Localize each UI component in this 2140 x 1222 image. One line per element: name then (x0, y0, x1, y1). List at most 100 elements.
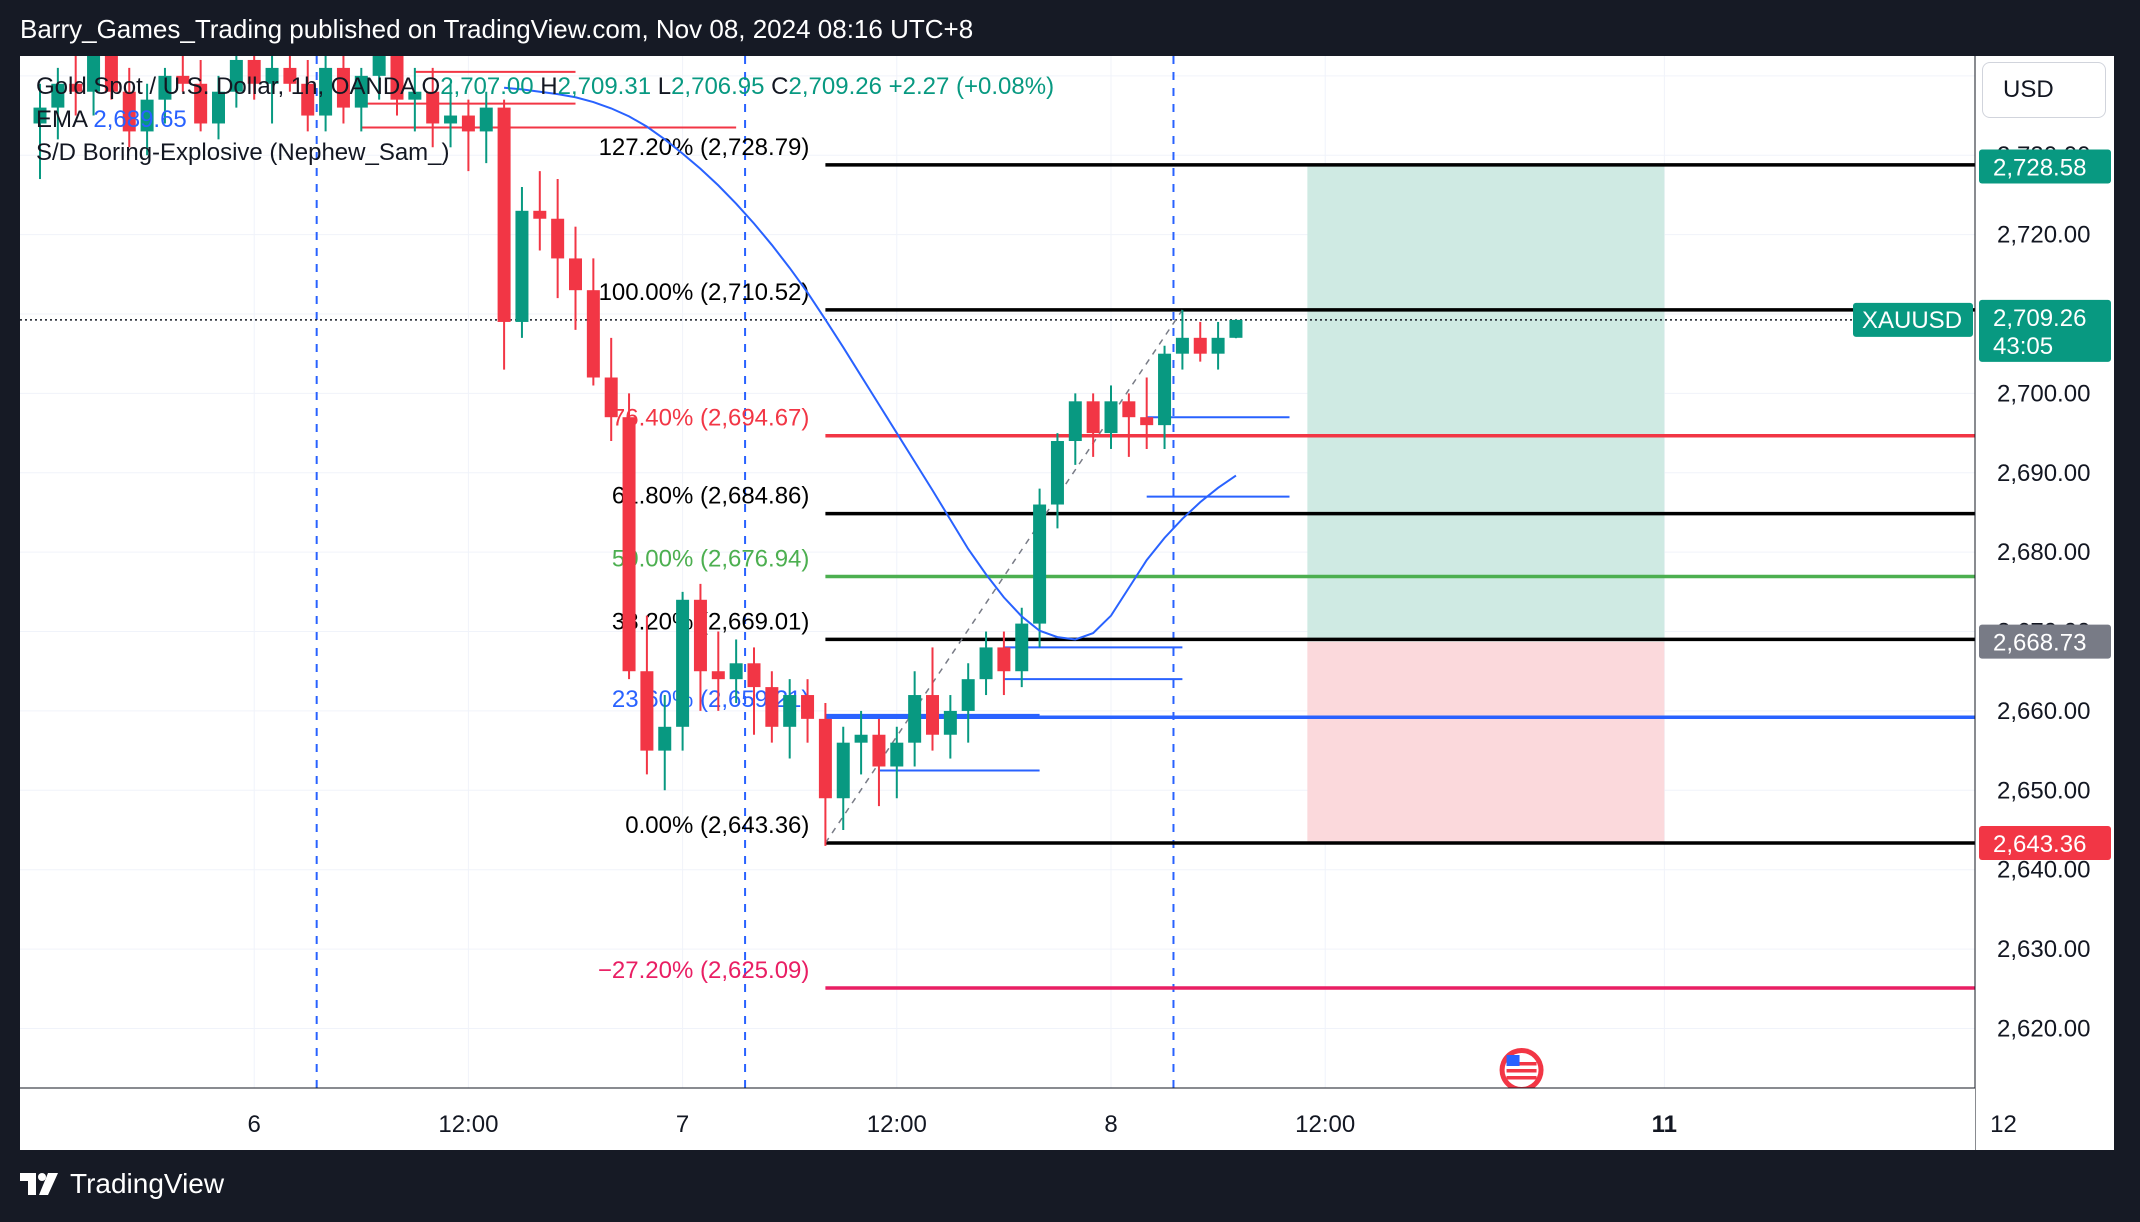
candle-body (836, 742, 850, 799)
time-tick-label: 12:00 (1295, 1111, 1355, 1138)
candle-body (818, 718, 832, 799)
candle-body (747, 663, 761, 688)
price-axis-bg (1975, 56, 2114, 1088)
legend-ema-value: 2,689.65 (93, 106, 187, 133)
candle-body (194, 83, 208, 124)
candle-body (979, 647, 993, 680)
candle-body (319, 67, 333, 116)
candle-body (408, 91, 422, 100)
candle-body (51, 83, 65, 108)
tradingview-logo[interactable]: TradingView (20, 1168, 224, 1200)
symbol-tag-bg (1853, 302, 1973, 337)
candle-body (87, 56, 101, 92)
us-flag-stripe (1506, 1069, 1537, 1073)
candle-body (569, 258, 582, 291)
chart-frame[interactable]: 127.20% (2,728.79) 100.00% (2,710.52) 76.4… (20, 56, 2114, 1150)
grid (20, 56, 2004, 1088)
tradingview-icon (20, 1173, 58, 1195)
time-tick-label: 12:00 (438, 1111, 498, 1138)
published-caption: Barry_Games_Trading published on Trading… (20, 14, 974, 44)
fib-level-label: 61.80% (2,684.86) (612, 483, 809, 510)
legend-symbol[interactable]: Gold Spot / U.S. Dollar, 1h, OANDA (36, 73, 415, 100)
loss-zone (1307, 641, 1665, 844)
us-flag-icon (1499, 1048, 1544, 1092)
legend-ohlc-row: Gold Spot / U.S. Dollar, 1h, OANDA O2,70… (36, 70, 1054, 103)
candle-body (961, 679, 975, 711)
us-flag-stripe (1506, 1062, 1537, 1066)
legend-ema-row[interactable]: EMA 2,689.65 (36, 103, 1054, 136)
candle-body (283, 67, 297, 84)
candle-body (604, 377, 618, 418)
candle-body (801, 695, 815, 719)
candle-body (1140, 417, 1154, 426)
currency-button[interactable]: USD (1982, 62, 2106, 118)
candle-body (693, 599, 707, 672)
candle-body (122, 91, 136, 132)
candle-body (943, 710, 957, 735)
price-chart[interactable]: 127.20% (2,728.79) 100.00% (2,710.52) 76.4… (20, 56, 2114, 1150)
candle-body (997, 647, 1011, 672)
legend-close-label: C (771, 73, 789, 100)
candle-body (872, 734, 886, 767)
candle-body (176, 75, 190, 84)
price-tick-label: 2,720.00 (1997, 222, 2090, 249)
price-axis: 2,620.00 2,630.00 2,640.00 2,650.00 2,660.00… (1853, 56, 2114, 1150)
candle-body (1086, 401, 1100, 434)
candle-body (926, 695, 939, 735)
price-label-value: 2,643.36 (1993, 831, 2086, 858)
us-flag-canton (1506, 1055, 1520, 1066)
price-tick-label: 2,680.00 (1997, 539, 2090, 566)
time-axis-bg (20, 1088, 1975, 1150)
time-tick-label: 12:00 (867, 1111, 927, 1138)
candle-body (1158, 353, 1172, 426)
candle-body (426, 91, 440, 124)
candle-body (640, 671, 654, 751)
legend-low-value: 2,706.95 (671, 73, 765, 100)
legend-ema-label: EMA (36, 106, 87, 133)
chart-legend: Gold Spot / U.S. Dollar, 1h, OANDA O2,70… (36, 70, 1054, 169)
candle-body (354, 75, 368, 108)
candle-body (247, 59, 261, 84)
candle-body (104, 56, 118, 92)
candle-body (390, 56, 404, 100)
candle-body (1229, 319, 1243, 338)
profit-zone (1307, 166, 1665, 642)
fib-level-label: 50.00% (2,676.94) (612, 545, 809, 572)
time-tick-label: 12 (1990, 1111, 2017, 1138)
legend-close-value: 2,709.26 (788, 73, 882, 100)
candle-body (622, 417, 636, 672)
price-tick-label: 2,690.00 (1997, 460, 2090, 487)
candle-body (908, 695, 922, 743)
price-tick-label: 2,700.00 (1997, 380, 2090, 407)
candle-body (890, 742, 904, 767)
price-label-bg (1979, 149, 2111, 184)
candle-body (1033, 504, 1047, 624)
legend-high-value: 2,709.31 (557, 73, 652, 100)
candle-body (461, 115, 475, 132)
fib-level-label: 76.40% (2,694.67) (612, 405, 809, 432)
candle-body (444, 115, 458, 124)
candles (33, 56, 1243, 846)
top-bar: Barry_Games_Trading published on Trading… (0, 0, 2140, 56)
price-label-bg (1979, 826, 2111, 861)
candle-body (1122, 401, 1136, 418)
legend-low-label: L (657, 73, 672, 100)
candle-body (336, 67, 350, 108)
price-tick-label: 2,650.00 (1997, 777, 2090, 804)
legend-indicator-row[interactable]: S/D Boring-Explosive (Nephew_Sam_) (36, 136, 1054, 169)
candle-body (783, 695, 797, 727)
legend-open-value: 2,707.00 (440, 73, 534, 100)
legend-open-label: O (421, 73, 441, 100)
price-tick-label: 2,620.00 (1997, 1015, 2090, 1042)
plot-area: 127.20% (2,728.79) 100.00% (2,710.52) 76.4… (20, 56, 1975, 1088)
candle-body (265, 67, 279, 84)
candle-body (515, 210, 529, 322)
fib-level-label: 127.20% (2,728.79) (599, 134, 810, 161)
candle-body (586, 290, 600, 378)
candle-body (1068, 401, 1082, 442)
candle-body (33, 107, 47, 124)
candle-body (212, 91, 225, 124)
candle-body (69, 83, 83, 92)
tradingview-brand: TradingView (70, 1168, 225, 1199)
